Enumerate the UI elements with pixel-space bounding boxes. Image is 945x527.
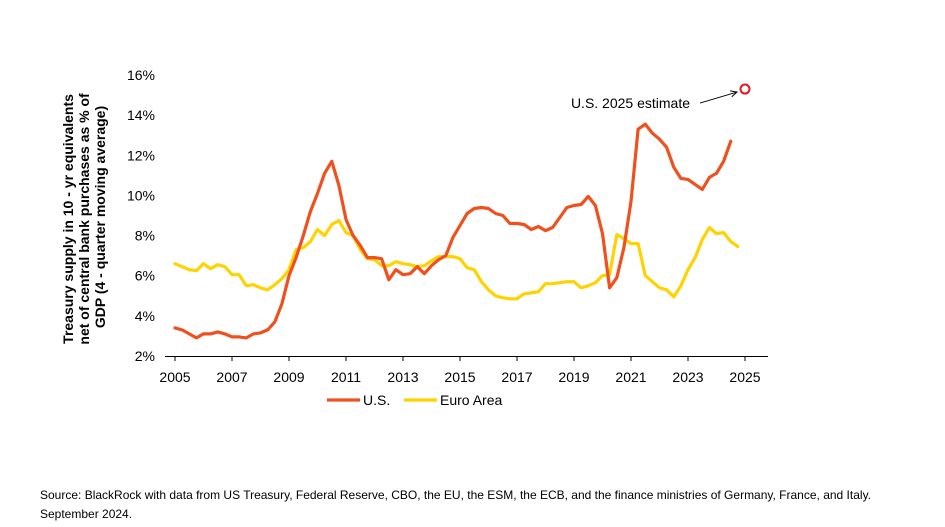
annotation-label: U.S. 2025 estimate — [571, 95, 690, 111]
source-line-2: September 2024. — [40, 507, 133, 521]
annotation-arrowhead — [730, 90, 739, 98]
x-tick-label: 2017 — [501, 369, 532, 385]
x-tick-label: 2009 — [273, 369, 304, 385]
us-2025-estimate-marker — [739, 83, 751, 95]
x-tick-label: 2007 — [216, 369, 247, 385]
annotation: U.S. 2025 estimate — [571, 83, 751, 111]
source-note: Source: BlackRock with data from US Trea… — [40, 486, 940, 524]
x-tick-label: 2025 — [729, 369, 760, 385]
y-tick-label: 2% — [135, 348, 155, 364]
y-tick-label: 12% — [127, 147, 155, 163]
x-tick-label: 2021 — [615, 369, 646, 385]
y-tick-label: 6% — [135, 268, 155, 284]
annotation-arrow — [699, 91, 738, 104]
y-axis-label-line-1: Treasury supply in 10 - yr equivalents — [60, 94, 76, 344]
x-tick-label: 2011 — [331, 369, 361, 385]
y-axis-label-line-3: GDP (4 - quarter moving average) — [92, 106, 108, 328]
y-axis-label: Treasury supply in 10 - yr equivalents n… — [60, 89, 108, 344]
y-axis-label-line-2: net of central bank purchases as % of — [76, 93, 92, 345]
y-tick-label: 16% — [127, 67, 155, 83]
y-tick-label: 14% — [127, 107, 155, 123]
x-tick-label: 2005 — [159, 369, 190, 385]
series-line-us — [173, 122, 733, 340]
legend-label-us: U.S. — [363, 392, 390, 408]
x-tick-label: 2013 — [387, 369, 418, 385]
x-tick-label: 2015 — [444, 369, 475, 385]
legend: U.S. Euro Area — [327, 392, 502, 408]
y-tick-label: 4% — [135, 308, 155, 324]
series-line-euro-area — [173, 218, 740, 301]
y-tick-label: 10% — [127, 187, 155, 203]
y-axis-ticks: 2% 4% 6% 8% 10% 12% 14% 16% — [127, 67, 155, 364]
legend-label-euro-area: Euro Area — [440, 392, 502, 408]
x-tick-label: 2023 — [672, 369, 703, 385]
y-tick-label: 8% — [135, 228, 155, 244]
series-lines — [173, 122, 740, 340]
x-tick-label: 2019 — [558, 369, 589, 385]
source-line-1: Source: BlackRock with data from US Trea… — [40, 488, 872, 502]
x-axis-ticks: 2005 2007 2009 2011 2013 2015 2017 2019 2021 2023… — [159, 356, 761, 385]
chart: 2% 4% 6% 8% 10% 12% 14% 16% 2005 2007 2009 2011 201… — [60, 67, 768, 408]
